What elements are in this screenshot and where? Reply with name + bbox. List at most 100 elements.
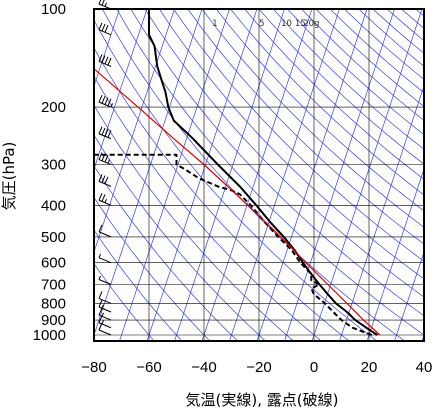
wind-barb-flag: [101, 23, 106, 32]
wind-barb-shaft: [98, 322, 112, 329]
wind-barb-shaft: [98, 257, 112, 264]
wind-barb-flag: [98, 152, 103, 160]
wind-barb-flag: [98, 54, 103, 62]
wind-barb: [98, 291, 112, 304]
dry-adiabat: [372, 9, 424, 54]
wind-barb-shaft: [98, 60, 112, 67]
temperature-line: [148, 9, 378, 336]
wind-barb-shaft: [98, 314, 112, 321]
wind-barb-half-flag: [104, 2, 107, 7]
wind-barb-flag: [107, 130, 112, 138]
dry-adiabat: [101, 9, 406, 341]
wind-barb-shaft: [98, 180, 112, 187]
mixing-ratio-label: 10: [281, 19, 292, 29]
wind-barb-flag: [104, 25, 109, 33]
mixing-ratio-label: 20g: [303, 19, 319, 29]
isotherm-line: [94, 9, 148, 171]
wind-barb-flag: [98, 94, 103, 103]
isotherm-line: [256, 9, 368, 341]
wind-barb: [98, 152, 112, 166]
wind-barb-flag: [101, 55, 106, 63]
wind-barb-flag: [104, 128, 109, 137]
wind-barb: [98, 0, 112, 10]
mixing-ratio-label: 5: [259, 19, 264, 29]
dry-adiabat: [187, 9, 424, 245]
wind-barb: [98, 54, 112, 67]
wind-barb-half-flag: [110, 103, 113, 108]
wind-barb-flag: [104, 154, 109, 163]
dry-adiabat: [215, 9, 424, 212]
wind-barb-flag: [98, 0, 102, 5]
wind-barb-flag: [98, 291, 103, 299]
wind-barb: [98, 94, 113, 108]
isotherm-line: [119, 9, 230, 341]
y-tick-label: 800: [41, 295, 66, 312]
wind-barb-flag: [98, 174, 103, 182]
y-tick-label: 900: [41, 312, 66, 329]
isotherm-line: [311, 9, 423, 341]
y-axis-title: 気圧(hPa): [0, 142, 18, 211]
x-tick-label: −20: [246, 359, 271, 376]
wind-barb-flag: [101, 175, 106, 183]
x-tick-label: 40: [416, 359, 433, 376]
isotherm-line: [94, 9, 175, 254]
dry-adiabat: [159, 9, 424, 280]
y-tick-label: 700: [41, 277, 66, 294]
wind-barb: [98, 126, 112, 140]
dry-adiabat: [144, 9, 424, 298]
wind-barb-flag: [98, 224, 103, 233]
dry-adiabat: [258, 9, 424, 165]
isotherm-line: [366, 167, 424, 341]
wind-barb-flag: [98, 193, 103, 201]
y-tick-label: 500: [41, 229, 66, 246]
isotherm-line: [394, 250, 424, 341]
wind-barb-flag: [104, 176, 109, 184]
mixing-ratio-label: 15: [295, 19, 306, 29]
wind-barb-shaft: [98, 231, 112, 238]
wind-barb-flag: [98, 315, 103, 323]
dry-adiabat: [173, 9, 424, 262]
wind-barb-shaft: [98, 159, 112, 166]
x-tick-label: 0: [310, 359, 318, 376]
x-tick-label: 20: [361, 359, 378, 376]
wind-barb-flag: [107, 57, 112, 66]
wind-barb: [98, 193, 112, 206]
isotherm-line: [94, 9, 120, 88]
wind-barb: [98, 275, 112, 285]
dry-adiabat: [94, 263, 155, 341]
wind-barb-half-flag: [107, 159, 110, 164]
wind-barb-flag: [101, 194, 106, 202]
dry-adiabat: [94, 104, 294, 341]
wind-barb-flag: [101, 127, 106, 136]
dry-adiabat: [201, 9, 424, 228]
wind-barb-shaft: [98, 306, 112, 313]
isotherm-lines: [94, 9, 424, 341]
y-tick-label: 300: [41, 157, 66, 174]
dry-adiabat: [272, 9, 424, 150]
wind-barb: [98, 174, 112, 187]
isotherm-line: [229, 9, 340, 341]
wind-barb-shaft: [98, 29, 112, 36]
wind-barb: [98, 224, 112, 238]
isotherm-line: [94, 9, 203, 337]
x-axis-title: 気温(実線), 露点(破線): [186, 391, 339, 409]
y-tick-label: 400: [41, 197, 66, 214]
wind-barb-flag: [98, 307, 103, 316]
wind-barb-flag: [101, 96, 106, 104]
wind-barb-shaft: [98, 101, 112, 108]
wind-barb-flag: [98, 22, 103, 31]
isotherm-line: [284, 9, 395, 341]
x-tick-label: −60: [136, 359, 161, 376]
isotherm-line: [339, 84, 424, 341]
wind-barb-half-flag: [101, 312, 104, 317]
pressure-grid-lines: [94, 9, 424, 341]
wind-barb-flag: [98, 299, 103, 308]
profile-series: [94, 9, 381, 336]
wind-barb-shaft: [98, 329, 112, 336]
wind-barb-flag: [101, 153, 106, 161]
wind-barb-shaft: [98, 133, 112, 140]
wind-barb: [98, 307, 112, 321]
wind-barb: [98, 299, 112, 313]
